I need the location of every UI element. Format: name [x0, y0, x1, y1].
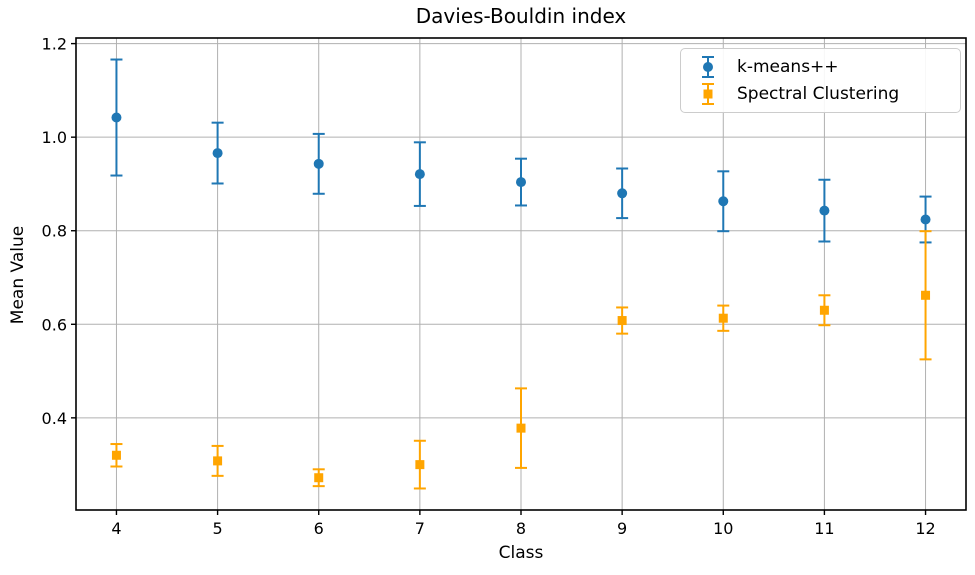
y-tick-label: 0.6 — [42, 315, 67, 334]
data-point — [111, 112, 122, 123]
x-tick-label: 12 — [915, 519, 935, 538]
data-point — [921, 290, 931, 300]
data-point — [111, 450, 121, 460]
kmeans-errorbar-marker-icon — [691, 54, 725, 80]
legend-item-kmeans: k-means++ — [691, 54, 950, 80]
data-point — [617, 188, 628, 199]
data-point — [819, 205, 830, 216]
y-tick-label: 0.4 — [42, 409, 67, 428]
data-point — [718, 196, 729, 207]
legend: k-means++ Spectral Clustering — [680, 48, 961, 113]
data-point — [414, 169, 425, 180]
data-point — [212, 148, 223, 159]
data-point — [313, 158, 324, 169]
data-point — [819, 305, 829, 315]
series-0 — [110, 58, 932, 244]
data-point — [516, 423, 526, 433]
x-axis-label: Class — [498, 543, 544, 563]
data-point — [213, 456, 223, 466]
legend-label: Spectral Clustering — [737, 83, 900, 104]
y-tick-label: 1.2 — [42, 35, 67, 54]
series-1 — [110, 230, 932, 490]
y-axis-label: Mean Value — [8, 225, 28, 325]
data-point — [314, 473, 324, 483]
x-tick-label: 11 — [814, 519, 834, 538]
x-tick-label: 4 — [111, 519, 121, 538]
data-point — [516, 177, 526, 188]
x-tick-label: 6 — [314, 519, 324, 538]
data-point — [617, 316, 627, 326]
y-tick-label: 1.0 — [42, 128, 67, 147]
x-tick-label: 9 — [617, 519, 627, 538]
x-tick-label: 8 — [516, 519, 526, 538]
data-point — [718, 313, 728, 323]
spectral-errorbar-marker-icon — [691, 81, 725, 107]
x-tick-label: 5 — [212, 519, 222, 538]
x-tick-label: 10 — [713, 519, 733, 538]
chart-title: Davies-Bouldin index — [415, 4, 627, 28]
y-tick-label: 0.8 — [42, 222, 67, 241]
legend-item-spectral: Spectral Clustering — [691, 81, 950, 107]
data-point — [415, 460, 425, 470]
legend-label: k-means++ — [737, 57, 839, 78]
data-point — [920, 214, 931, 225]
x-tick-label: 7 — [415, 519, 425, 538]
